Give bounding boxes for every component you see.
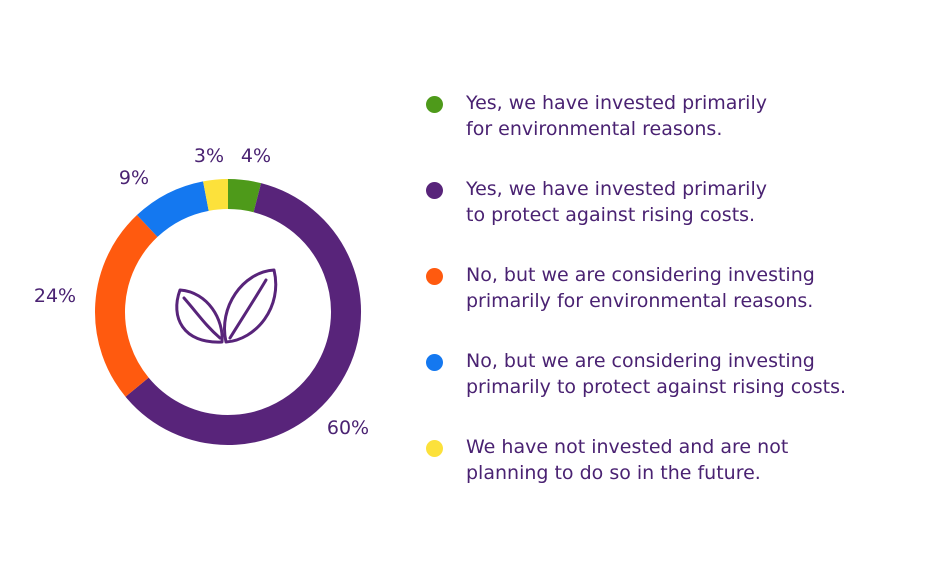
percentage-label: 60%: [327, 417, 369, 439]
leaves-icon: [175, 268, 278, 344]
donut-slice: [95, 215, 158, 397]
legend-label: No, but we are considering investing pri…: [466, 264, 815, 312]
percentage-label: 9%: [119, 167, 149, 189]
legend-dot-icon: [426, 440, 443, 457]
donut-slice: [203, 179, 229, 211]
legend-dot-icon: [426, 182, 443, 199]
legend-item: No, but we are considering investing pri…: [426, 262, 916, 348]
legend-label: Yes, we have invested primarily to prote…: [466, 178, 767, 226]
legend-item: Yes, we have invested primarily to prote…: [426, 176, 916, 262]
legend-label: We have not invested and are not plannin…: [466, 436, 789, 484]
legend: Yes, we have invested primarily for envi…: [426, 90, 916, 520]
percentage-label: 24%: [34, 285, 76, 307]
legend-label: Yes, we have invested primarily for envi…: [466, 92, 767, 140]
legend-item: We have not invested and are not plannin…: [426, 434, 916, 520]
legend-dot-icon: [426, 96, 443, 113]
donut-slice: [227, 179, 262, 213]
percentage-labels: 4% 60% 24% 9% 3%: [34, 145, 369, 439]
donut-chart-svg: 4% 60% 24% 9% 3%: [34, 145, 369, 445]
donut-slice: [125, 183, 361, 445]
legend-dot-icon: [426, 354, 443, 371]
percentage-label: 3%: [194, 145, 224, 167]
legend-item: No, but we are considering investing pri…: [426, 348, 916, 434]
legend-label: No, but we are considering investing pri…: [466, 350, 847, 398]
percentage-label: 4%: [241, 145, 271, 167]
legend-item: Yes, we have invested primarily for envi…: [426, 90, 916, 176]
donut-slice: [136, 181, 210, 238]
donut-slices: [95, 179, 361, 445]
legend-dot-icon: [426, 268, 443, 285]
